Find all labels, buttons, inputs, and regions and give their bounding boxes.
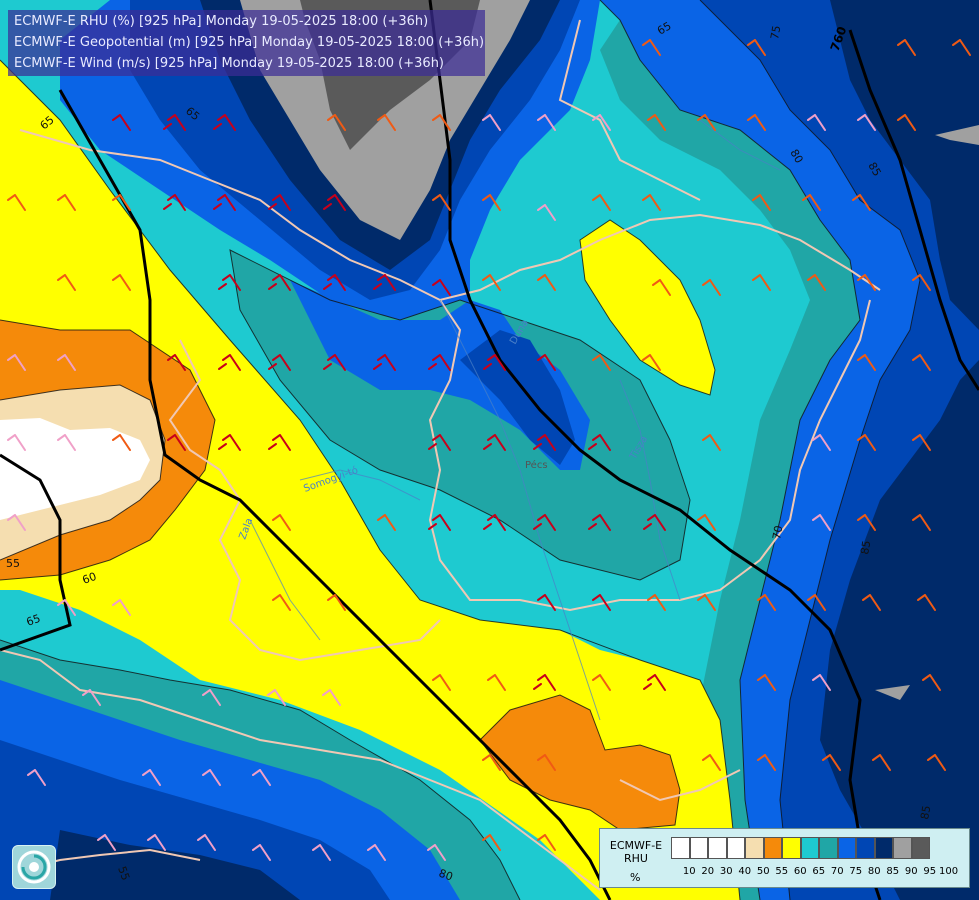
legend-ticks: 10 20 30 40 50 55 60 65 70 75 80 85 90 95 100 — [680, 866, 958, 877]
title-rhu: ECMWF-E RHU (%) [925 hPa] Monday 19-05-2… — [14, 14, 429, 29]
legend-tick-label: 90 — [904, 866, 918, 877]
rh-90-95-patch-east — [935, 125, 979, 145]
legend-title: ECMWF-E RHU — [606, 839, 666, 865]
legend-variable: RHU — [624, 852, 648, 865]
color-legend: ECMWF-E RHU % 10 20 30 40 50 55 60 65 70 75 80 85 90… — [599, 828, 970, 888]
legend-tick-label: 50 — [756, 866, 770, 877]
legend-swatch — [893, 837, 912, 859]
rh-below-50-area-west — [0, 418, 150, 520]
legend-tick-label: 95 — [923, 866, 937, 877]
rh-label: 80 — [787, 147, 805, 166]
country-borders — [0, 19, 881, 891]
legend-tick-label: 85 — [886, 866, 900, 877]
legend-tick-label: 100 — [939, 866, 959, 877]
legend-tick-label: 60 — [793, 866, 807, 877]
legend-tick-label: 30 — [719, 866, 733, 877]
title-geopotential: ECMWF-E Geopotential (m) [925 hPa] Monda… — [14, 35, 485, 50]
legend-swatch — [708, 837, 727, 859]
legend-swatches — [671, 837, 930, 859]
legend-tick-label: 65 — [812, 866, 826, 877]
rh-60-65-blob-north — [580, 220, 715, 395]
rh-label: 85 — [918, 804, 933, 820]
legend-tick-label: 10 — [682, 866, 696, 877]
rh-label: 80 — [437, 867, 455, 884]
rivers — [249, 119, 781, 721]
rh-80-85-core — [460, 330, 575, 465]
legend-swatch — [911, 837, 930, 859]
rh-label: 55 — [6, 557, 20, 570]
legend-swatch — [856, 837, 875, 859]
rh-label: 70 — [770, 524, 785, 540]
legend-swatch — [763, 837, 782, 859]
rh-85-90-area-east — [820, 0, 979, 900]
legend-swatch — [782, 837, 801, 859]
legend-swatch — [800, 837, 819, 859]
rh-label: 75 — [768, 24, 783, 40]
wind-barbs — [7, 39, 971, 861]
legend-unit: % — [630, 871, 641, 884]
rh-label: 85 — [865, 160, 883, 179]
city-label: Pécs — [525, 459, 548, 471]
rh-label: 60 — [81, 570, 99, 587]
wind-barbs-red — [112, 114, 666, 691]
legend-swatch — [689, 837, 708, 859]
legend-tick-label: 70 — [830, 866, 844, 877]
legend-tick-label: 40 — [738, 866, 752, 877]
legend-swatch — [745, 837, 764, 859]
wind-barbs-orange — [7, 39, 971, 851]
legend-swatch — [837, 837, 856, 859]
legend-model: ECMWF-E — [609, 839, 663, 852]
legend-tick-label: 75 — [849, 866, 863, 877]
legend-tick-label: 55 — [775, 866, 789, 877]
legend-tick-label: 20 — [701, 866, 715, 877]
legend-swatch — [726, 837, 745, 859]
legend-tick-label: 80 — [867, 866, 881, 877]
rh-label: 65 — [25, 612, 43, 629]
rh-75-80-area-central — [290, 280, 590, 470]
legend-swatch — [874, 837, 893, 859]
wind-barbs-pink — [7, 114, 876, 861]
map-title-panel: ECMWF-E RHU (%) [925 hPa] Monday 19-05-2… — [8, 10, 485, 76]
rh-55-60-area-south — [480, 695, 680, 830]
rh-label: 85 — [858, 539, 873, 555]
legend-swatch — [671, 837, 690, 859]
legend-swatch — [819, 837, 838, 859]
rh-70-75-band-east — [600, 20, 860, 900]
logo-icon — [12, 845, 56, 889]
rh-90-95-patch-east-2 — [875, 685, 910, 700]
rh-label: 65 — [655, 19, 674, 37]
title-wind: ECMWF-E Wind (m/s) [925 hPa] Monday 19-0… — [14, 56, 445, 71]
rh-label: 55 — [115, 865, 132, 883]
